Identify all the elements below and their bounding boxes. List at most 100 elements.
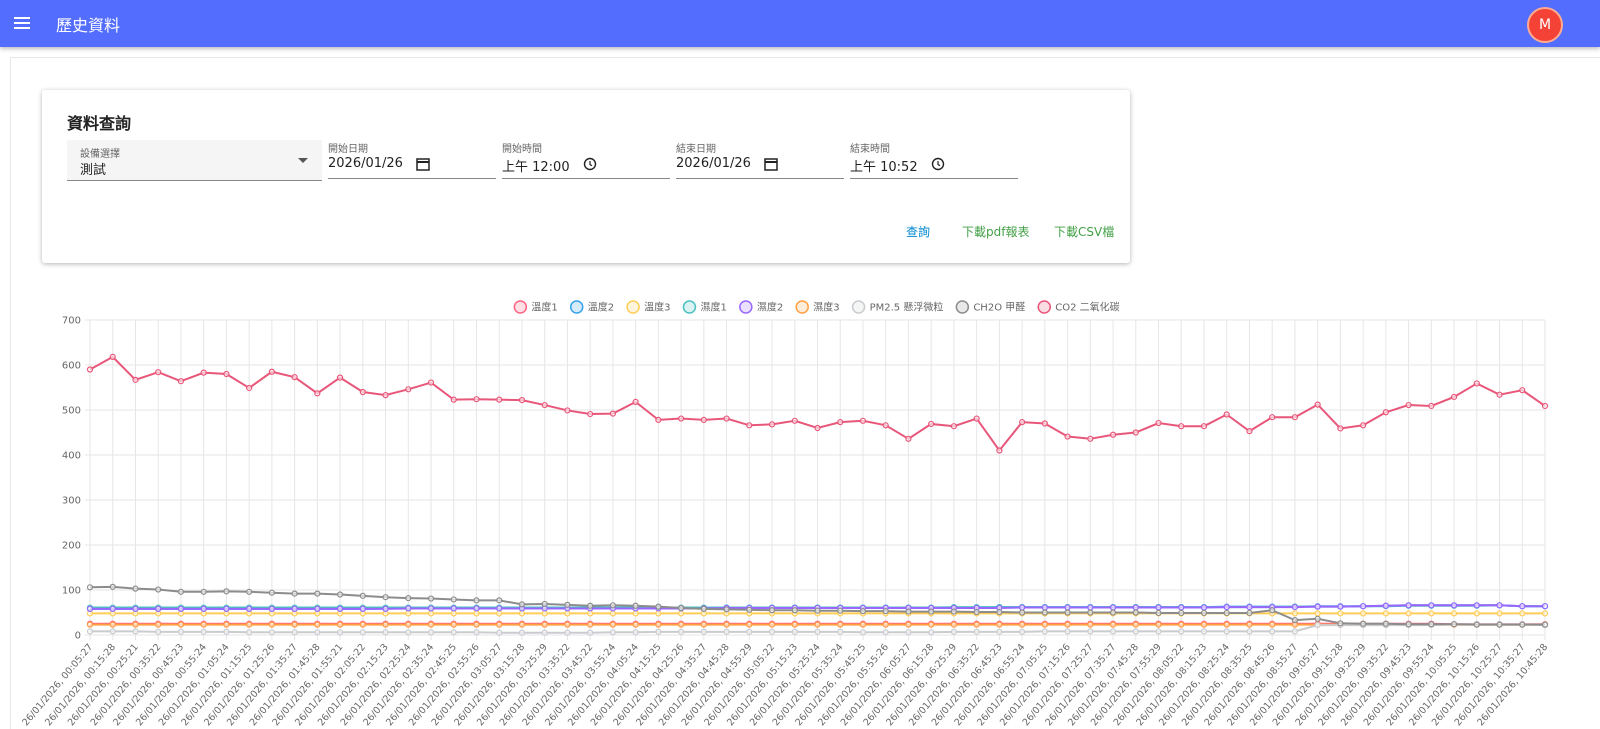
data-point (656, 417, 661, 422)
data-point (269, 369, 274, 374)
data-point (429, 630, 434, 635)
data-point (338, 592, 343, 597)
data-point (429, 596, 434, 601)
data-point (883, 609, 888, 614)
data-point (201, 629, 206, 634)
data-point (656, 622, 661, 627)
data-point (88, 629, 93, 634)
data-point (1065, 622, 1070, 627)
data-point (792, 418, 797, 423)
data-point (770, 622, 775, 627)
data-point (565, 622, 570, 627)
data-point (1338, 611, 1343, 616)
data-point (1543, 611, 1548, 616)
action-button[interactable]: 查詢 (906, 223, 930, 240)
action-button[interactable]: 下載CSV檔 (1054, 223, 1114, 240)
data-point (1520, 622, 1525, 627)
action-button[interactable]: 下載pdf報表 (962, 223, 1029, 240)
data-point (792, 608, 797, 613)
data-point (633, 399, 638, 404)
data-point (1247, 429, 1252, 434)
data-point (951, 629, 956, 634)
data-point (701, 622, 706, 627)
data-point (1156, 622, 1161, 627)
data-point (315, 630, 320, 635)
field-icon[interactable] (763, 156, 779, 172)
data-point (338, 622, 343, 627)
data-point (1452, 394, 1457, 399)
data-point (860, 630, 865, 635)
data-point (792, 629, 797, 634)
data-point (542, 630, 547, 635)
data-point (656, 604, 661, 609)
device-select[interactable]: 設備選擇測試 (67, 140, 322, 181)
legend-label: 濕度1 (700, 301, 726, 314)
data-point (406, 630, 411, 635)
field-icon[interactable] (930, 156, 946, 172)
data-point (1292, 618, 1297, 623)
data-point (633, 630, 638, 635)
legend-marker (740, 301, 752, 313)
data-point (451, 397, 456, 402)
data-point (451, 606, 456, 611)
data-point (1111, 605, 1116, 610)
legend-label: 濕度2 (757, 301, 783, 314)
data-point (610, 611, 615, 616)
field-icon[interactable] (295, 152, 311, 168)
data-point (1179, 424, 1184, 429)
data-point (588, 622, 593, 627)
y-tick-label: 700 (62, 316, 81, 327)
data-point (519, 398, 524, 403)
data-point (156, 622, 161, 627)
data-point (747, 423, 752, 428)
data-point (201, 589, 206, 594)
data-point (1383, 611, 1388, 616)
data-point (1270, 415, 1275, 420)
data-point (1201, 629, 1206, 634)
data-point (1452, 611, 1457, 616)
date-time-field[interactable]: 開始時間上午 12:00 (502, 138, 670, 179)
data-point (1133, 430, 1138, 435)
data-point (951, 424, 956, 429)
field-icon[interactable] (415, 156, 431, 172)
data-point (178, 379, 183, 384)
data-point (1497, 611, 1502, 616)
data-point (315, 622, 320, 627)
data-point (1042, 605, 1047, 610)
y-tick-label: 600 (62, 361, 81, 372)
data-point (383, 393, 388, 398)
data-point (292, 375, 297, 380)
data-point (997, 629, 1002, 634)
data-point (338, 606, 343, 611)
data-point (588, 630, 593, 635)
data-point (269, 606, 274, 611)
field-label: 開始日期 (328, 140, 368, 155)
data-point (883, 423, 888, 428)
data-point (770, 422, 775, 427)
data-point (1338, 426, 1343, 431)
data-point (406, 387, 411, 392)
field-value: 測試 (80, 159, 106, 178)
date-time-field[interactable]: 結束時間上午 10:52 (850, 138, 1018, 179)
menu-button[interactable] (12, 13, 32, 33)
data-point (1111, 622, 1116, 627)
data-point (292, 606, 297, 611)
data-point (1361, 611, 1366, 616)
data-point (178, 606, 183, 611)
data-point (1429, 403, 1434, 408)
data-point (474, 606, 479, 611)
data-point (1406, 622, 1411, 627)
data-point (1111, 432, 1116, 437)
field-icon[interactable] (582, 156, 598, 172)
data-point (1315, 604, 1320, 609)
avatar[interactable]: M (1527, 7, 1563, 43)
data-point (542, 403, 547, 408)
data-point (1042, 610, 1047, 615)
data-point (1406, 403, 1411, 408)
data-point (224, 629, 229, 634)
data-point (224, 622, 229, 627)
data-point (679, 611, 684, 616)
data-point (815, 629, 820, 634)
